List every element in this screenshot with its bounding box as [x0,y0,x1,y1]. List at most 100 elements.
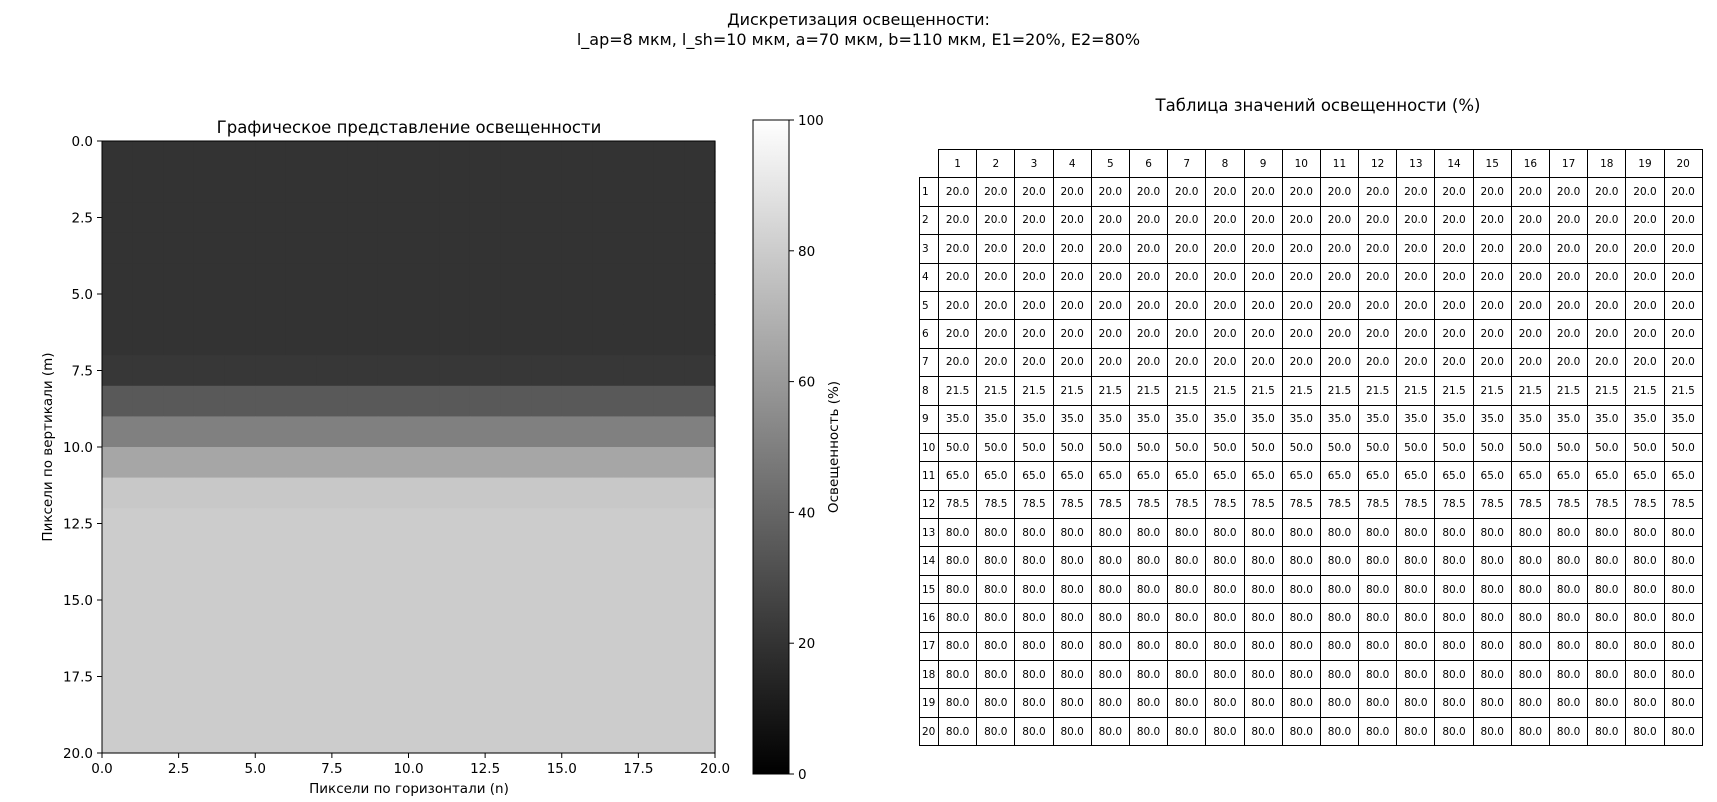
table-cell: 80.0 [1090,660,1130,690]
table-cell: 20.0 [1396,319,1436,349]
table-cell: 78.5 [1090,489,1130,520]
table-cell: 80.0 [1090,603,1130,633]
table-cell: 20.0 [937,290,978,321]
heatmap-title: Графическое представление освещенности [217,118,602,137]
table-cell: 65.0 [1358,461,1398,491]
heatmap-cell [347,508,379,540]
heatmap-cell [469,630,502,662]
heatmap-cell [653,202,685,234]
table-cell: 65.0 [1396,461,1436,491]
table-cell: 50.0 [1358,432,1398,463]
heatmap-cell [684,324,716,356]
heatmap-cell [132,385,164,417]
heatmap-cell [408,691,440,723]
table-cell: 80.0 [976,688,1016,718]
table-cell: 20.0 [1281,234,1321,264]
table-cell: 80.0 [1243,603,1283,633]
heatmap-cell [561,600,593,632]
heatmap-cell [500,600,532,632]
table-cell: 20.0 [1548,177,1589,207]
heatmap-cell [163,447,195,479]
heatmap-cell [531,477,563,509]
colorbar-tick-label: 40 [798,505,815,521]
table-cell: 20.0 [1510,177,1551,207]
heatmap-cell [531,538,563,570]
table-cell: 50.0 [1548,432,1589,463]
heatmap-cell [561,141,593,173]
table-cell: 20.0 [937,347,978,378]
row-header: 5 [919,290,939,321]
table-cell: 80.0 [1358,631,1398,662]
table-cell: 80.0 [1625,716,1665,747]
heatmap-cell [193,171,226,203]
table-cell: 20.0 [1243,205,1283,236]
table-cell: 65.0 [1281,461,1321,491]
table-cell: 78.5 [1434,489,1474,520]
table-cell: 20.0 [1167,177,1207,207]
table-cell: 80.0 [1090,518,1130,548]
table-cell: 20.0 [1663,290,1703,321]
heatmap-cell [255,722,287,754]
heatmap-cell [469,691,502,723]
table-cell: 20.0 [1014,319,1054,349]
heatmap-cell [316,508,348,540]
table-cell: 20.0 [1281,177,1321,207]
table-cell: 21.5 [1052,376,1092,406]
table-cell: 21.5 [1090,376,1130,406]
heatmap-cell [224,263,256,295]
heatmap-cell [316,324,348,356]
heatmap-cell [439,630,471,662]
heatmap-cell [102,630,134,662]
heatmap-cell [561,661,593,693]
heatmap-cell [684,477,716,509]
table-cell: 21.5 [1510,376,1551,406]
table-cell: 20.0 [1663,262,1703,292]
table-cell: 20.0 [1358,262,1398,292]
heatmap-cell [684,355,716,387]
table-cell: 80.0 [1587,518,1627,548]
heatmap-cell [132,630,164,662]
table-cell: 35.0 [1128,404,1169,434]
table-cell: 80.0 [1472,631,1512,662]
table-cell: 80.0 [1396,631,1436,662]
heatmap-cell [684,569,716,601]
table-cell: 20.0 [1663,234,1703,264]
heatmap-cell [439,263,471,295]
heatmap-cell [193,141,226,173]
table-row: 2 20.0 20.0 20.0 20.0 20.0 20.0 20.0 20.0 20.0 20.… [919,205,1703,236]
table-cell: 20.0 [1510,262,1551,292]
heatmap-cell [316,691,348,723]
heatmap-cell [102,232,134,264]
heatmap-cell [653,171,685,203]
heatmap-cell [132,324,164,356]
table-cell: 20.0 [1434,234,1474,264]
table-cell: 80.0 [1052,574,1092,605]
heatmap-cell [469,202,502,234]
table-cell: 80.0 [976,546,1016,576]
heatmap-cell [408,630,440,662]
table-cell: 80.0 [1281,574,1321,605]
heatmap-cell [102,538,134,570]
row-header: 17 [919,631,939,662]
table-cell: 80.0 [1396,574,1436,605]
heatmap-cell [347,600,379,632]
table-cell: 80.0 [1434,631,1474,662]
heatmap-cell [469,263,502,295]
table-cell: 20.0 [1090,319,1130,349]
table-cell: 80.0 [937,603,978,633]
heatmap-cell [439,569,471,601]
heatmap-cell [132,508,164,540]
heatmap-cell [653,447,685,479]
heatmap-cell [163,477,195,509]
table-cell: 20.0 [937,319,978,349]
table-cell: 78.5 [1663,489,1703,520]
table-cell: 20.0 [1663,205,1703,236]
heatmap-cell [102,202,134,234]
column-header: 20 [1663,148,1703,179]
table-cell: 20.0 [1052,177,1092,207]
heatmap-cell [132,447,164,479]
heatmap-cell [285,600,318,632]
table-cell: 50.0 [1052,432,1092,463]
table-cell: 35.0 [1472,404,1512,434]
heatmap-cell [377,355,410,387]
